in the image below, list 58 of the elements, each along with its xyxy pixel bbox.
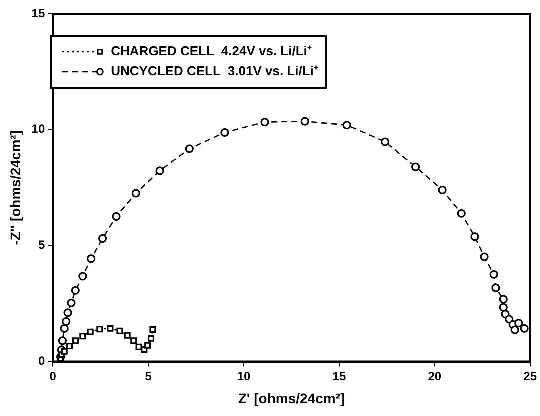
point: [438, 186, 447, 195]
point: [300, 117, 310, 126]
point: [490, 270, 498, 279]
point: [499, 303, 508, 312]
point: [156, 166, 164, 176]
x-tick-label: 15: [332, 369, 346, 384]
point: [220, 128, 230, 138]
point: [87, 254, 96, 264]
point: [510, 326, 520, 334]
legend-label: CHARGED CELL 4.24V vs. Li/Li⁺: [111, 44, 312, 59]
point: [67, 298, 76, 308]
y-tick-label: 0: [38, 354, 46, 368]
point: [457, 209, 466, 218]
x-tick-label: 20: [428, 369, 442, 384]
point: [87, 328, 94, 336]
x-axis-title: Z' [ohms/24cm²]: [238, 390, 346, 406]
point: [144, 342, 152, 349]
point: [124, 332, 131, 339]
x-tick-label: 0: [50, 369, 57, 384]
y-tick-label: 15: [32, 6, 46, 20]
point: [342, 120, 352, 130]
x-tick-label: 10: [237, 369, 252, 384]
point: [480, 252, 489, 262]
point: [58, 336, 67, 346]
y-tick-label: 5: [38, 238, 46, 252]
point: [380, 138, 390, 146]
point: [130, 338, 138, 344]
point: [96, 326, 104, 333]
point: [492, 284, 500, 292]
point: [470, 232, 480, 242]
point: [412, 162, 420, 172]
point: [148, 335, 155, 342]
legend-label: UNCYCLED CELL 3.01V vs. Li/Li⁺: [111, 64, 319, 79]
point: [60, 324, 69, 333]
point: [71, 286, 80, 295]
point: [185, 144, 194, 154]
y-tick-label: 10: [32, 122, 46, 136]
point: [499, 295, 508, 304]
point: [150, 326, 156, 334]
point: [78, 272, 88, 281]
point: [61, 348, 68, 355]
point: [80, 333, 86, 340]
point: [72, 338, 79, 344]
point: [136, 344, 142, 350]
point: [116, 328, 124, 334]
point: [107, 325, 114, 332]
x-tick-label: 5: [145, 369, 152, 384]
point: [260, 118, 270, 127]
point: [98, 234, 108, 243]
point: [66, 342, 74, 350]
point: [132, 189, 140, 198]
point: [62, 317, 71, 326]
point: [112, 212, 121, 221]
point: [520, 324, 529, 333]
point: [64, 308, 72, 318]
point: [514, 319, 524, 328]
x-tick-label: 25: [524, 369, 538, 384]
y-axis-title: -Z'' [ohms/24cm²]: [7, 130, 24, 246]
